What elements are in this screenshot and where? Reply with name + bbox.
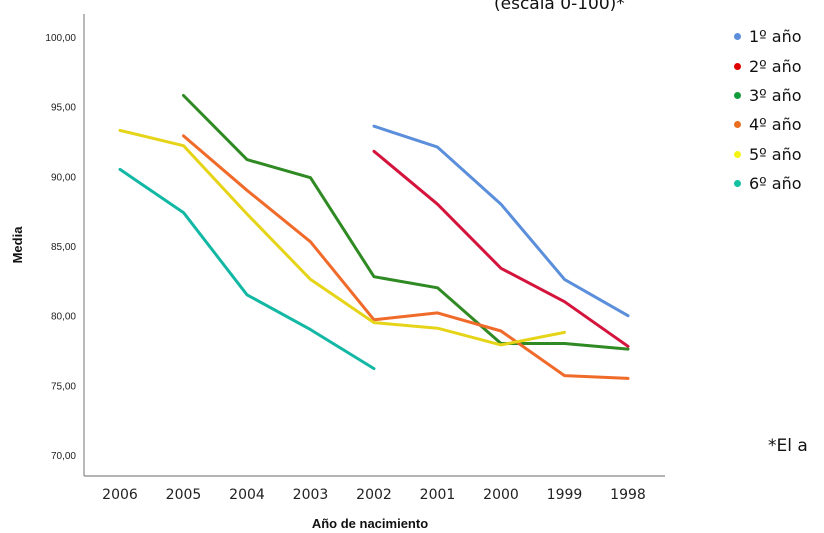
legend-marker — [734, 62, 741, 70]
y-tick-label: 100,00 — [45, 33, 76, 44]
y-axis-title: Media — [10, 226, 25, 264]
y-tick-label: 95,00 — [51, 103, 76, 114]
x-tick-label: 2003 — [293, 487, 329, 503]
y-ticks: 70,00 75,00 80,00 85,00 90,00 95,00 100,00 — [45, 33, 76, 462]
legend-label: 5º año — [749, 144, 802, 164]
y-tick-label: 75,00 — [51, 381, 76, 392]
x-tick-label: 2005 — [166, 487, 202, 503]
series-lines — [118, 94, 630, 380]
x-tick-label: 2004 — [229, 487, 265, 503]
legend-label: 4º año — [749, 115, 802, 135]
chart-legend: 1º año 2º año 3º año 4º año 5º año 6º año — [734, 22, 802, 198]
legend-marker — [734, 33, 741, 41]
x-axis-title: Año de nacimiento — [312, 516, 428, 531]
legend-marker — [734, 150, 741, 158]
legend-item: 4º año — [734, 110, 802, 139]
y-tick-label: 70,00 — [51, 451, 76, 462]
legend-item: 6º año — [734, 169, 802, 198]
series-line-6 — [118, 167, 376, 371]
x-tick-label: 1998 — [610, 487, 646, 503]
chart-subtitle: (escala 0-100)* — [494, 0, 625, 14]
x-tick-label: 1999 — [547, 487, 583, 503]
legend-marker — [734, 91, 741, 99]
footnote: *El a — [768, 436, 808, 456]
x-ticks: 2006 2005 2004 2003 2002 2001 2000 1999 1998 — [102, 487, 646, 503]
x-tick-label: 2002 — [356, 487, 392, 503]
legend-label: 1º año — [749, 27, 802, 47]
series-line-4 — [182, 134, 630, 380]
legend-marker — [734, 180, 741, 188]
x-tick-label: 2001 — [420, 487, 456, 503]
series-line-1 — [372, 124, 630, 318]
series-line-3 — [182, 94, 630, 351]
series-line-2 — [372, 149, 630, 348]
y-tick-label: 80,00 — [51, 312, 76, 323]
legend-label: 2º año — [749, 56, 802, 76]
legend-item: 3º año — [734, 81, 802, 110]
series-line-5 — [118, 128, 566, 347]
x-tick-label: 2006 — [102, 487, 138, 503]
x-tick-label: 2000 — [483, 487, 519, 503]
legend-label: 3º año — [749, 85, 802, 105]
y-tick-label: 85,00 — [51, 242, 76, 253]
legend-marker — [734, 121, 741, 129]
y-tick-label: 90,00 — [51, 172, 76, 183]
legend-label: 6º año — [749, 174, 802, 194]
legend-item: 1º año — [734, 22, 802, 51]
legend-item: 5º año — [734, 140, 802, 169]
legend-item: 2º año — [734, 51, 802, 80]
chart-axes — [83, 14, 665, 477]
